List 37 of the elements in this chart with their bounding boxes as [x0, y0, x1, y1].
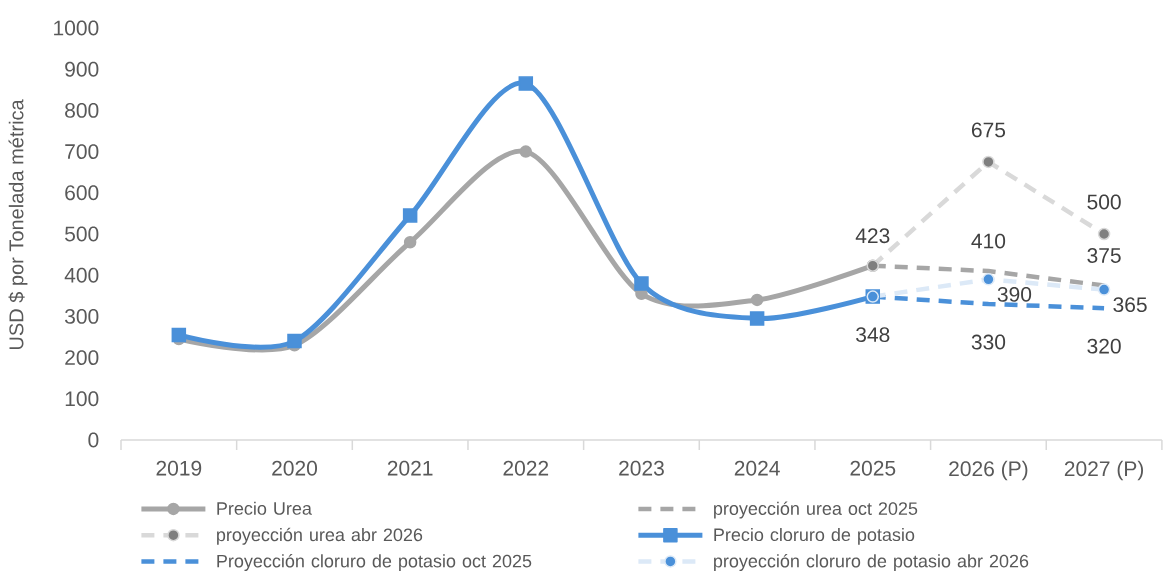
data-label: 375: [1087, 248, 1121, 263]
legend-label: proyección cloruro de potasio abr 2026: [714, 554, 1029, 572]
x-tick-label: 2026 (P): [949, 460, 1028, 481]
data-label: 500: [1087, 194, 1121, 210]
data-label: 365: [1113, 297, 1147, 313]
x-tick-label: 2022: [503, 460, 549, 476]
y-tick-label: 300: [64, 308, 99, 324]
data-label: 675: [971, 122, 1006, 138]
x-tick-label: 2023: [619, 460, 664, 476]
y-tick-label: 600: [65, 185, 99, 201]
y-tick-label: 200: [65, 350, 99, 366]
legend-label: proyección urea abr 2026: [217, 527, 423, 545]
data-label: 390: [997, 286, 1032, 302]
data-label: 410: [971, 233, 1006, 249]
x-tick-label: 2025: [850, 460, 896, 476]
x-tick-label: 2020: [272, 460, 318, 476]
data-label: 320: [1087, 338, 1121, 354]
data-label: 423: [855, 228, 890, 244]
legend-label: Precio Urea: [217, 501, 312, 515]
x-tick-label: 2027 (P): [1064, 460, 1144, 481]
y-tick-label: 400: [64, 267, 99, 283]
legend-label: proyección urea oct 2025: [714, 501, 918, 519]
y-tick-label: 800: [65, 102, 99, 118]
y-tick-label: 500: [65, 226, 99, 242]
legend-label: Precio cloruro de potasio: [714, 527, 915, 545]
x-tick-label: 2021: [387, 460, 433, 476]
y-axis-title: USD $ por Tonelada métrica: [8, 99, 28, 349]
y-tick-label: 100: [65, 391, 99, 407]
data-label: 348: [856, 327, 890, 343]
y-tick-label: 0: [88, 432, 99, 448]
x-tick-label: 2019: [156, 460, 202, 476]
y-tick-label: 1000: [54, 20, 99, 36]
x-tick-label: 2024: [734, 460, 780, 476]
legend-label: Proyección cloruro de potasio oct 2025: [217, 554, 532, 572]
y-tick-label: 700: [65, 144, 99, 160]
data-label: 330: [971, 334, 1006, 350]
y-tick-label: 900: [65, 61, 99, 77]
